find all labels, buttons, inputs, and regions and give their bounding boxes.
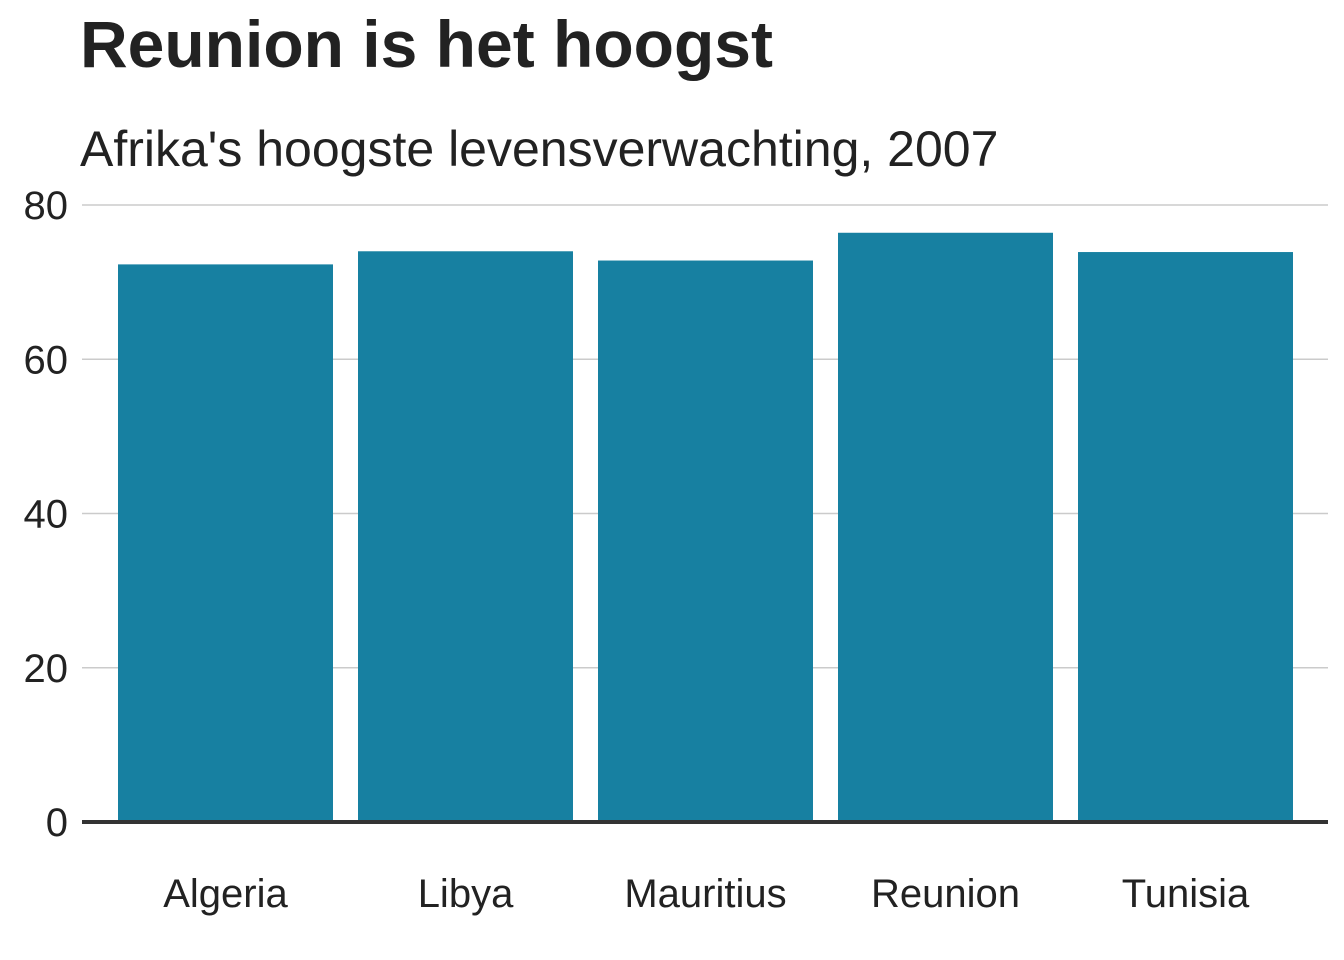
x-tick-label: Reunion [871,872,1020,916]
x-axis-tick-labels: Algeria Libya Mauritius Reunion Tunisia [163,872,1250,916]
bar-libya [358,251,573,822]
y-tick-label: 20 [24,647,69,691]
bar-algeria [118,264,333,823]
y-axis-tick-labels: 0 20 40 60 80 [24,184,69,845]
y-tick-label: 40 [24,493,69,537]
bar-mauritius [598,260,813,822]
chart-subtitle: Afrika's hoogste levensverwachting, 2007 [80,121,999,177]
y-tick-label: 80 [24,184,69,228]
bar-reunion [838,232,1053,822]
y-tick-label: 60 [24,338,69,382]
chart-title: Reunion is het hoogst [80,7,773,81]
x-tick-label: Libya [418,872,514,916]
x-tick-label: Algeria [163,872,288,916]
y-tick-label: 0 [46,801,68,845]
bars [118,232,1293,823]
x-tick-label: Tunisia [1122,872,1250,916]
x-tick-label: Mauritius [624,872,786,916]
bar-tunisia [1078,252,1293,822]
